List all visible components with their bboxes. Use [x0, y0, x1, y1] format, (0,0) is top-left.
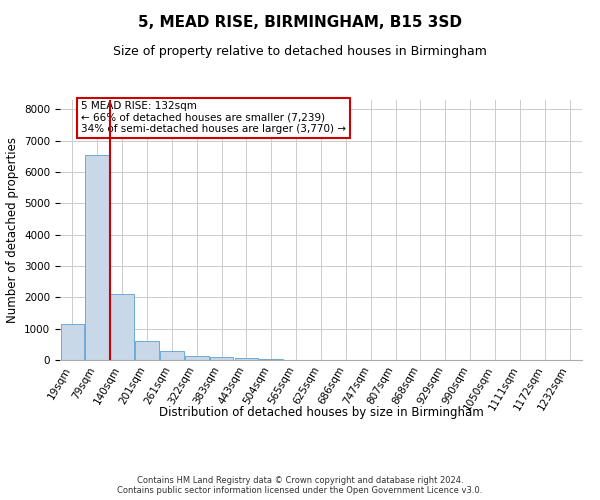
Bar	[210, 357, 233, 360]
Bar	[160, 351, 184, 360]
Text: 5, MEAD RISE, BIRMINGHAM, B15 3SD: 5, MEAD RISE, BIRMINGHAM, B15 3SD	[138, 15, 462, 30]
Bar	[185, 356, 209, 360]
Bar	[135, 340, 159, 360]
Bar	[259, 358, 283, 360]
Text: 5 MEAD RISE: 132sqm
← 66% of detached houses are smaller (7,239)
34% of semi-det: 5 MEAD RISE: 132sqm ← 66% of detached ho…	[81, 102, 346, 134]
Bar	[110, 294, 134, 360]
Y-axis label: Number of detached properties: Number of detached properties	[5, 137, 19, 323]
Bar	[61, 324, 84, 360]
Bar	[235, 358, 258, 360]
Text: Contains HM Land Registry data © Crown copyright and database right 2024.
Contai: Contains HM Land Registry data © Crown c…	[118, 476, 482, 495]
Text: Size of property relative to detached houses in Birmingham: Size of property relative to detached ho…	[113, 45, 487, 58]
Bar	[85, 155, 109, 360]
Text: Distribution of detached houses by size in Birmingham: Distribution of detached houses by size …	[158, 406, 484, 419]
